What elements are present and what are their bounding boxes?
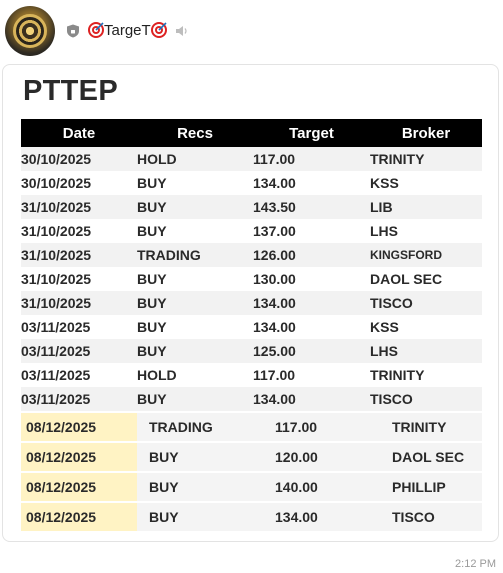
rec-cell: BUY	[137, 171, 253, 195]
date-cell: 03/11/2025	[21, 363, 137, 387]
broker-cell: LHS	[370, 339, 482, 363]
rec-cell: BUY	[137, 291, 253, 315]
message-time: 2:12 PM	[455, 558, 496, 570]
rec-cell: BUY	[137, 339, 253, 363]
rec-cell: BUY	[137, 267, 253, 291]
target-cell: 134.00	[253, 315, 370, 339]
target-cell: 117.00	[253, 147, 370, 171]
table-row: 03/11/2025 BUY 125.00 LHS	[21, 339, 482, 363]
target-cell: 137.00	[253, 219, 370, 243]
target-emoji-icon	[88, 22, 104, 38]
table-header-row: Date Recs Target Broker	[21, 119, 482, 147]
broker-cell: TRINITY	[370, 411, 482, 442]
table-row: 30/10/2025 BUY 134.00 KSS	[21, 171, 482, 195]
target-cell: 134.00	[253, 171, 370, 195]
rec-cell: BUY	[137, 471, 253, 502]
shield-icon	[67, 24, 79, 38]
rec-cell: TRADING	[137, 411, 253, 442]
table-row: 31/10/2025 BUY 143.50 LIB	[21, 195, 482, 219]
table-row: 03/11/2025 HOLD 117.00 TRINITY	[21, 363, 482, 387]
broker-cell: LIB	[370, 195, 482, 219]
rec-cell: HOLD	[137, 147, 253, 171]
channel-avatar[interactable]	[5, 6, 55, 56]
date-cell: 03/11/2025	[21, 315, 137, 339]
rec-cell: BUY	[137, 441, 253, 472]
target-cell: 120.00	[253, 441, 370, 472]
target-emoji-icon	[150, 22, 167, 38]
date-cell: 08/12/2025	[21, 471, 137, 502]
target-cell: 117.00	[253, 363, 370, 387]
target-cell: 126.00	[253, 243, 370, 267]
rec-cell: BUY	[137, 387, 253, 412]
broker-cell: TISCO	[370, 387, 482, 412]
table-row: 03/11/2025 BUY 134.00 TISCO	[21, 387, 482, 412]
target-cell: 143.50	[253, 195, 370, 219]
broker-cell: TRINITY	[370, 147, 482, 171]
broker-cell: PHILLIP	[370, 471, 482, 502]
table-row: 08/12/2025 BUY 120.00 DAOL SEC	[21, 441, 482, 472]
target-cell: 140.00	[253, 471, 370, 502]
target-cell: 134.00	[253, 501, 370, 531]
column-header-broker: Broker	[370, 119, 482, 147]
date-cell: 31/10/2025	[21, 291, 137, 315]
target-cell: 134.00	[253, 291, 370, 315]
date-cell: 31/10/2025	[21, 195, 137, 219]
table-row: 30/10/2025 HOLD 117.00 TRINITY	[21, 147, 482, 171]
column-header-date: Date	[21, 119, 137, 147]
date-cell: 08/12/2025	[21, 501, 137, 531]
date-cell: 03/11/2025	[21, 387, 137, 412]
table-row: 31/10/2025 BUY 130.00 DAOL SEC	[21, 267, 482, 291]
target-cell: 117.00	[253, 411, 370, 442]
table-row: 08/12/2025 BUY 140.00 PHILLIP	[21, 471, 482, 502]
table-row: 31/10/2025 BUY 137.00 LHS	[21, 219, 482, 243]
date-cell: 30/10/2025	[21, 171, 137, 195]
table-row: 08/12/2025 TRADING 117.00 TRINITY	[21, 411, 482, 442]
channel-name-label: TargeT	[104, 22, 151, 39]
rec-cell: BUY	[137, 501, 253, 531]
target-cell: 125.00	[253, 339, 370, 363]
recommendation-table: Date Recs Target Broker 30/10/2025 HOLD 11…	[21, 119, 482, 531]
mute-icon[interactable]	[175, 25, 189, 37]
target-cell: 134.00	[253, 387, 370, 412]
rec-cell: BUY	[137, 219, 253, 243]
date-cell: 30/10/2025	[21, 147, 137, 171]
dartboard-image	[13, 14, 47, 48]
table-row: 03/11/2025 BUY 134.00 KSS	[21, 315, 482, 339]
post-title: PTTEP	[23, 75, 118, 107]
channel-title[interactable]: TargeT	[88, 21, 167, 41]
broker-cell: DAOL SEC	[370, 267, 482, 291]
broker-cell: KSS	[370, 171, 482, 195]
date-cell: 31/10/2025	[21, 219, 137, 243]
rec-cell: TRADING	[137, 243, 253, 267]
table-body: 30/10/2025 HOLD 117.00 TRINITY 30/10/2025 BUY…	[21, 147, 482, 531]
date-cell: 31/10/2025	[21, 267, 137, 291]
rec-cell: HOLD	[137, 363, 253, 387]
table-row: 31/10/2025 BUY 134.00 TISCO	[21, 291, 482, 315]
broker-cell: KSS	[370, 315, 482, 339]
target-cell: 130.00	[253, 267, 370, 291]
channel-header: TargeT	[0, 0, 503, 62]
table-row: 31/10/2025 TRADING 126.00 KINGSFORD	[21, 243, 482, 267]
date-cell: 03/11/2025	[21, 339, 137, 363]
column-header-target: Target	[253, 119, 370, 147]
rec-cell: BUY	[137, 315, 253, 339]
rec-cell: BUY	[137, 195, 253, 219]
column-header-recs: Recs	[137, 119, 253, 147]
date-cell: 08/12/2025	[21, 441, 137, 472]
table-row: 08/12/2025 BUY 134.00 TISCO	[21, 501, 482, 531]
broker-cell: KINGSFORD	[370, 243, 482, 267]
broker-cell: TRINITY	[370, 363, 482, 387]
broker-cell: TISCO	[370, 501, 482, 531]
broker-cell: LHS	[370, 219, 482, 243]
date-cell: 08/12/2025	[21, 411, 137, 442]
broker-cell: TISCO	[370, 291, 482, 315]
date-cell: 31/10/2025	[21, 243, 137, 267]
broker-cell: DAOL SEC	[370, 441, 482, 472]
message-card: PTTEP Date Recs Target Broker 30/10/2025…	[2, 64, 499, 542]
